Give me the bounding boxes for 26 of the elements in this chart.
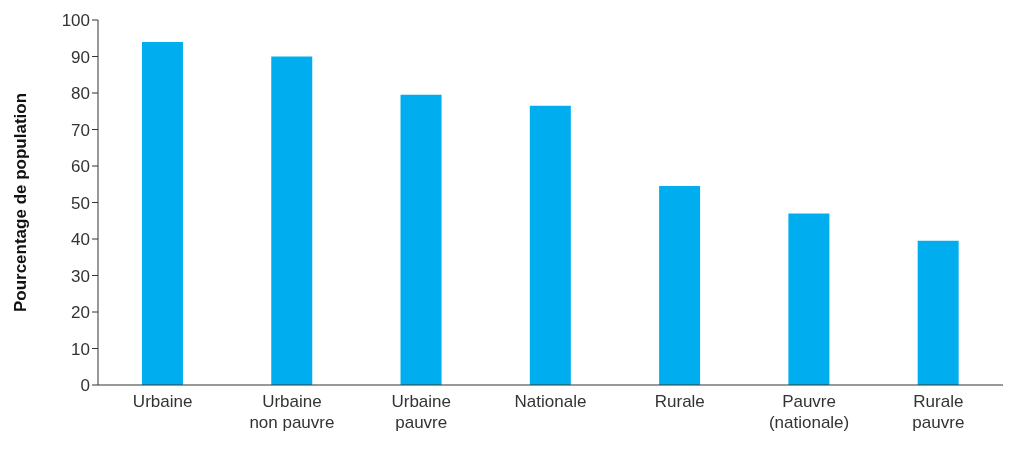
bar <box>271 56 313 385</box>
y-tick-label: 90 <box>71 47 90 67</box>
bar <box>917 240 959 385</box>
x-tick-label: Urbaine pauvre <box>391 392 451 432</box>
x-tick-label: Rurale <box>654 392 705 411</box>
bar <box>141 41 183 385</box>
y-tick-label: 20 <box>71 303 90 323</box>
x-tick-label: Urbaine <box>132 392 193 411</box>
y-tick-label: 0 <box>80 376 90 396</box>
y-tick-label: 70 <box>71 120 90 140</box>
bar <box>529 105 571 385</box>
y-tick-label: 100 <box>61 11 90 31</box>
y-tick-label: 10 <box>71 339 90 359</box>
bar <box>659 186 701 385</box>
y-tick-label: 60 <box>71 157 90 177</box>
y-tick-label: 40 <box>71 230 90 250</box>
y-tick-label: 30 <box>71 266 90 286</box>
x-tick-label: Urbaine non pauvre <box>249 392 335 432</box>
x-tick-label: Nationale <box>514 392 587 411</box>
y-tick-label: 80 <box>71 84 90 104</box>
bar <box>400 94 442 385</box>
x-tick-label: Pauvre (nationale) <box>768 392 850 432</box>
x-tick-label: Rurale pauvre <box>912 392 965 432</box>
y-axis-title: Pourcentage de population <box>11 92 31 313</box>
bar <box>788 213 830 385</box>
y-tick-label: 50 <box>71 193 90 213</box>
